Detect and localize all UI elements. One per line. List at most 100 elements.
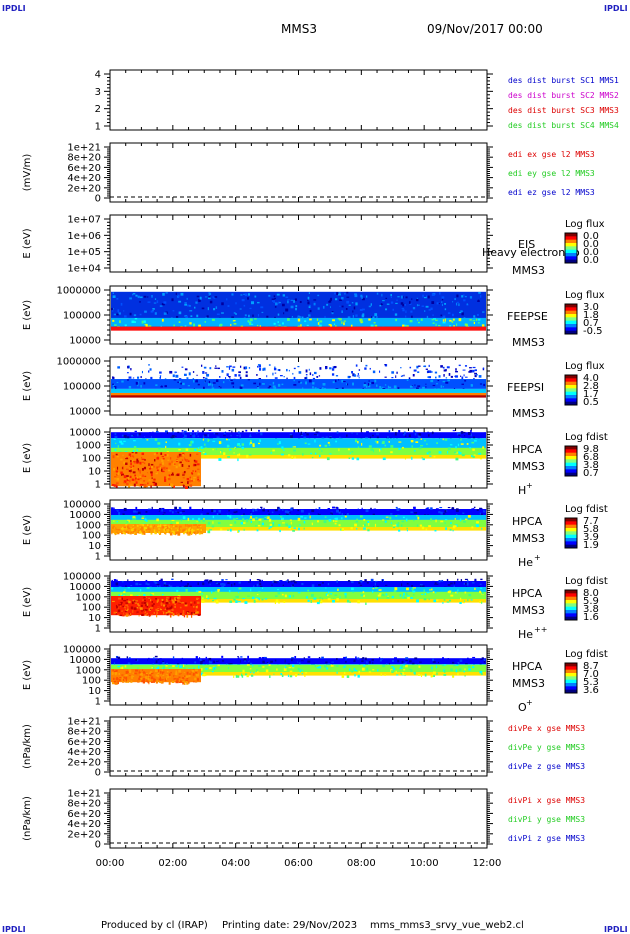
spectrogram-pixel xyxy=(248,367,251,369)
species-charge-label: + xyxy=(526,481,533,490)
spectrogram-pixel xyxy=(346,383,349,386)
spectrogram-pixel xyxy=(167,679,171,682)
spectrogram-pixel xyxy=(157,666,160,670)
spectrogram-pixel xyxy=(200,446,203,449)
spectrogram-pixel xyxy=(126,520,129,523)
spectrogram-pixel xyxy=(233,675,235,678)
colorbar-frame xyxy=(564,232,578,264)
spectrogram-pixel xyxy=(376,292,379,295)
spectrogram-pixel xyxy=(127,365,130,369)
spectrogram-pixel xyxy=(441,664,445,667)
spectrogram-pixel xyxy=(211,318,215,321)
spectrogram-pixel xyxy=(117,609,121,613)
ytick-label: 10 xyxy=(88,686,101,697)
spectrogram-pixel xyxy=(174,675,177,679)
spectrogram-pixel xyxy=(137,383,139,387)
spectrogram-pixel xyxy=(161,669,163,673)
spectrogram-pixel xyxy=(158,528,160,530)
spectrogram-pixel xyxy=(413,450,416,452)
spectrogram-pixel xyxy=(458,432,461,435)
spectrogram-pixel xyxy=(412,583,415,586)
spectrogram-pixel xyxy=(309,515,311,519)
spectrogram-pixel xyxy=(476,521,479,524)
instrument-label: FEEPSI xyxy=(507,381,544,394)
spectrogram-pixel xyxy=(156,609,160,612)
spectrogram-pixel xyxy=(233,508,237,512)
spectrogram-pixel xyxy=(448,590,451,594)
spectrogram-pixel xyxy=(274,377,278,379)
spectrogram-pixel xyxy=(261,383,265,385)
spectrogram-pixel xyxy=(154,438,158,441)
spectrogram-pixel xyxy=(159,679,162,682)
spectrogram-pixel xyxy=(168,682,171,685)
spectrogram-pixel xyxy=(341,321,343,324)
spectrogram-pixel xyxy=(444,303,447,305)
spectrogram-pixel xyxy=(279,375,283,377)
spectrogram-pixel xyxy=(329,436,332,438)
spectrogram-pixel xyxy=(326,303,329,306)
spectrogram-pixel xyxy=(354,674,356,677)
spectrogram-pixel xyxy=(352,591,355,593)
spectrogram-pixel xyxy=(148,526,150,530)
spectrogram-pixel xyxy=(259,583,262,586)
spectrogram-pixel xyxy=(157,442,161,445)
spectrogram-pixel xyxy=(189,680,191,683)
spectrogram-pixel xyxy=(287,579,289,581)
spectrogram-pixel xyxy=(121,580,124,583)
spectrogram-pixel xyxy=(113,680,116,684)
spectrogram-pixel xyxy=(318,375,321,377)
spectrogram-pixel xyxy=(403,597,407,599)
spectrogram-pixel xyxy=(380,673,382,676)
spectrogram-pixel xyxy=(127,676,130,679)
spectrogram-pixel xyxy=(184,602,187,605)
spectrogram-pixel xyxy=(364,579,367,582)
spectrogram-pixel xyxy=(458,318,462,322)
spectrogram-pixel xyxy=(148,479,151,481)
spectrogram-pixel xyxy=(129,312,132,316)
spectrogram-pixel xyxy=(163,512,166,514)
spectrogram-pixel xyxy=(149,594,153,597)
spectrogram-pixel xyxy=(115,598,118,600)
colorbar-segment xyxy=(565,317,577,322)
spectrogram-pixel xyxy=(193,529,195,532)
colorbar-segment xyxy=(565,469,577,474)
spectrogram-pixel xyxy=(176,528,178,530)
spectrogram-pixel xyxy=(227,529,229,532)
spectrogram-pixel xyxy=(249,517,251,521)
spectrogram-pixel xyxy=(318,454,321,458)
spectrogram-pixel xyxy=(149,596,152,598)
spectrogram-pixel xyxy=(250,441,252,444)
spectrogram-pixel xyxy=(172,656,175,660)
spectrogram-pixel xyxy=(307,299,309,301)
spectrogram-pixel xyxy=(140,612,144,615)
spectrogram-pixel xyxy=(118,678,121,681)
spectrogram-pixel xyxy=(190,659,192,663)
spectrogram-pixel xyxy=(120,458,123,461)
spectrogram-pixel xyxy=(405,315,407,318)
spectrogram-pixel xyxy=(155,667,158,670)
spectrogram-pixel xyxy=(330,512,333,514)
spectrogram-pixel xyxy=(192,463,195,467)
spectrogram-pixel xyxy=(464,380,467,382)
spectrogram-pixel xyxy=(221,312,224,314)
spectrogram-pixel xyxy=(450,522,452,525)
spectrogram-pixel xyxy=(295,305,298,308)
ytick-label: 6e+20 xyxy=(67,737,101,748)
spectrogram-pixel xyxy=(155,681,158,684)
spectrogram-pixel xyxy=(479,600,482,604)
spectrogram-pixel xyxy=(342,381,346,383)
spectrogram-pixel xyxy=(452,675,455,678)
spectrogram-pixel xyxy=(155,603,159,606)
spectrogram-pixel xyxy=(464,518,468,520)
ytick-label: 8e+20 xyxy=(67,799,101,810)
spectrogram-pixel xyxy=(453,325,455,327)
spectrogram-pixel xyxy=(403,374,405,377)
spectrogram-pixel xyxy=(197,670,200,673)
spectrogram-pixel xyxy=(134,477,137,480)
spectrogram-pixel xyxy=(382,519,385,521)
spectrogram-pixel xyxy=(157,673,160,676)
spectrogram-pixel xyxy=(251,434,253,437)
spectrogram-pixel xyxy=(113,313,117,316)
spectrogram-pixel xyxy=(189,322,192,325)
ytick-label: 10000 xyxy=(69,336,101,347)
